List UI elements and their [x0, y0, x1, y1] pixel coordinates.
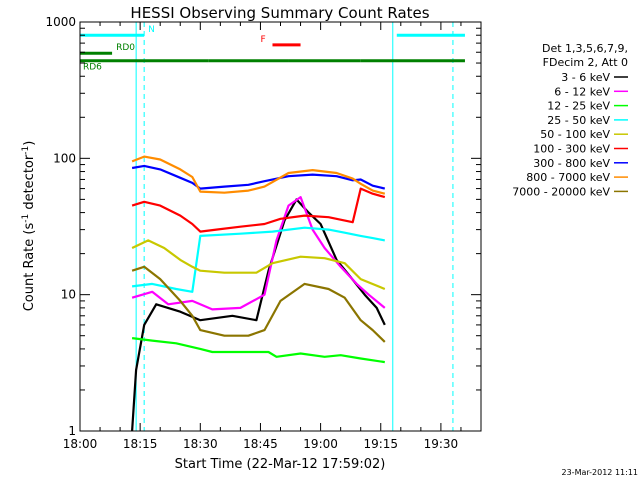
- legend-label-300-800-kev: 300 - 800 keV: [533, 157, 610, 170]
- x-tick-label: 18:30: [183, 437, 218, 451]
- series-7000-20000-kev: [131, 265, 386, 343]
- legend-label-7000-20000-kev: 7000 - 20000 keV: [512, 185, 610, 198]
- y-axis-label-part2: detector: [22, 154, 37, 214]
- legend-header-line: FDecim 2, Att 0: [543, 56, 628, 69]
- flag-label-rd6: RD6: [83, 63, 102, 73]
- x-tick-label: 19:15: [363, 437, 398, 451]
- series-800-7000-kev: [131, 155, 386, 195]
- legend-label-12-25-kev: 12 - 25 keV: [547, 100, 610, 113]
- y-axis-label: Count Rate (s-1 detector-1): [21, 141, 37, 312]
- flag-label-f: F: [260, 35, 265, 45]
- plot-area: N RD0 RD6 F: [80, 22, 465, 432]
- y-tick-label: 1: [68, 424, 76, 438]
- x-tick-label: 18:45: [243, 437, 278, 451]
- y-tick-label: 1000: [45, 15, 76, 29]
- series-25-50-kev: [131, 226, 386, 293]
- x-tick-label: 19:30: [424, 437, 459, 451]
- y-axis-label-sup2: -1: [21, 146, 31, 155]
- y-tick-label: 10: [61, 288, 76, 302]
- legend-label-3-6-kev: 3 - 6 keV: [561, 71, 610, 84]
- legend-label-25-50-kev: 25 - 50 keV: [547, 114, 610, 127]
- series-6-12-kev: [131, 196, 386, 311]
- footer-timestamp: 23-Mar-2012 11:11: [562, 468, 639, 477]
- x-tick-label: 18:00: [63, 437, 98, 451]
- y-axis: 1 10 100 1000: [45, 15, 481, 438]
- flag-label-n: N: [148, 25, 155, 35]
- y-axis-label-part1: Count Rate (s: [22, 223, 37, 312]
- legend-label-50-100-kev: 50 - 100 keV: [540, 128, 610, 141]
- legend-header-line: Det 1,3,5,6,7,9,: [542, 42, 628, 55]
- legend-label-100-300-kev: 100 - 300 keV: [533, 143, 610, 156]
- y-axis-label-sup1: -1: [21, 214, 31, 223]
- series-100-300-kev: [131, 187, 386, 233]
- series-12-25-kev: [131, 337, 385, 364]
- flag-label-rd0: RD0: [116, 43, 135, 53]
- x-axis-label: Start Time (22-Mar-12 17:59:02): [175, 457, 386, 472]
- legend: Det 1,3,5,6,7,9,FDecim 2, Att 0 3 - 6 keV…: [512, 42, 628, 198]
- legend-label-800-7000-kev: 800 - 7000 keV: [526, 171, 610, 184]
- y-axis-label-part3: ): [22, 141, 37, 146]
- x-axis: 18:00 18:15 18:30 18:45 19:00 19:15 19:30: [63, 22, 462, 451]
- x-tick-label: 19:00: [303, 437, 338, 451]
- y-tick-label: 100: [53, 151, 76, 165]
- legend-label-6-12-kev: 6 - 12 keV: [554, 85, 610, 98]
- series-50-100-kev: [131, 239, 386, 291]
- chart-title: HESSI Observing Summary Count Rates: [130, 4, 429, 22]
- x-tick-label: 18:15: [123, 437, 158, 451]
